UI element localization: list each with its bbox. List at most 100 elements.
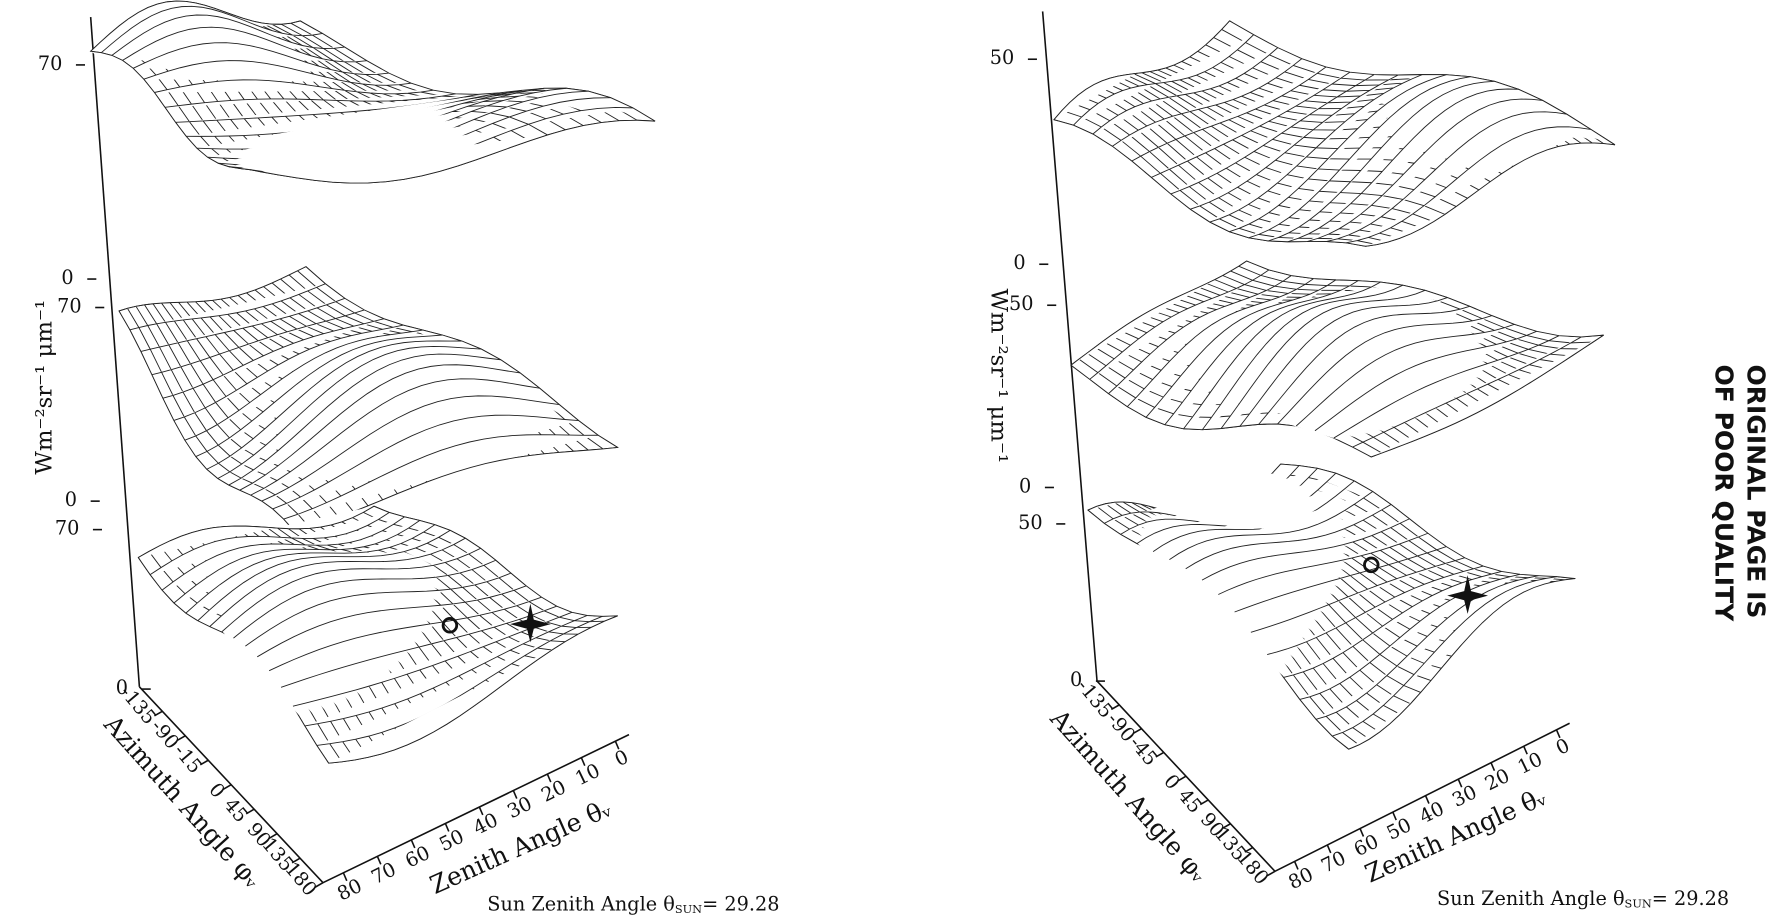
level-tick-label: 0: [1019, 474, 1031, 497]
mesh-line: [1371, 334, 1604, 458]
zenith-tick-label: 20: [537, 775, 569, 807]
mesh-line: [154, 79, 434, 95]
sun-subscript: SUN: [675, 902, 702, 916]
tick: [1177, 775, 1187, 782]
vertical-axis: [1041, 11, 1098, 682]
stamp-text: ORIGINAL PAGE IS: [1741, 364, 1770, 618]
mesh-line: [143, 60, 412, 86]
tick: [1424, 795, 1430, 804]
tick: [1133, 727, 1142, 734]
tick: [1222, 823, 1231, 829]
mesh-line: [373, 505, 618, 617]
zenith-tick-label: 70: [367, 857, 399, 889]
mesh-line: [1234, 546, 1447, 613]
mesh-line: [1209, 74, 1423, 223]
tick: [222, 784, 232, 790]
zenith-tick-label: 30: [1448, 780, 1480, 812]
sun-value: = 29.28: [702, 892, 779, 915]
zenith-tick-label: 80: [1285, 863, 1317, 895]
tick: [1110, 704, 1120, 711]
level-tick-label: 0: [1013, 251, 1025, 274]
mesh-line: [1073, 34, 1255, 126]
mesh-line: [1250, 557, 1465, 633]
level-tick-label: 0: [61, 266, 73, 289]
sun-label: Sun Zenith Angle θ: [1437, 887, 1625, 910]
tick: [1555, 729, 1561, 739]
zenith-tick-label: 40: [1416, 797, 1448, 829]
mesh-line: [245, 572, 512, 647]
mesh-line: [257, 585, 527, 658]
azimuth-tick-label: 45: [1174, 784, 1207, 818]
tick: [376, 856, 382, 865]
tick: [410, 839, 416, 849]
tick: [444, 823, 450, 832]
tick: [245, 808, 255, 815]
tick: [154, 710, 163, 717]
mesh-line: [1164, 280, 1359, 426]
azimuth-tick-label: 0: [204, 778, 229, 802]
mesh-line: [1346, 126, 1591, 244]
vertical-axis: [89, 17, 141, 687]
level-tick-label: 0: [65, 488, 77, 511]
zenith-tick-label: 20: [1481, 764, 1513, 796]
zenith-tick-label: 60: [401, 841, 433, 873]
tick: [314, 882, 324, 888]
tick: [342, 872, 348, 882]
tick: [478, 806, 484, 816]
tick: [291, 857, 301, 864]
mesh-line: [260, 119, 656, 184]
mesh-line: [316, 615, 603, 746]
mesh-line: [1151, 71, 1351, 178]
y-axis-label: Wm⁻²sr⁻¹ μm⁻¹: [985, 289, 1011, 464]
sun-subscript: SUN: [1625, 896, 1652, 910]
zenith-tick-label: 80: [333, 874, 365, 906]
tick: [199, 759, 209, 766]
tick: [546, 773, 552, 783]
mesh-line: [1314, 330, 1537, 432]
mesh-line: [129, 283, 326, 331]
zenith-tick-label: 40: [469, 808, 501, 840]
level-tick-label: 0: [1070, 668, 1082, 691]
level-tick-label: 70: [57, 294, 82, 317]
tick: [1266, 870, 1276, 877]
mesh-line: [1348, 578, 1576, 750]
tick: [1326, 844, 1332, 854]
zenith-tick-label: 10: [1514, 747, 1546, 779]
level-tick-label: 50: [1009, 292, 1034, 315]
level-tick-label: 50: [1018, 511, 1043, 534]
mesh-line: [292, 611, 573, 707]
mesh-line: [164, 93, 456, 108]
zenith-tick-label: 50: [435, 825, 467, 857]
tick: [614, 740, 620, 750]
tick: [1244, 846, 1254, 853]
tick: [1359, 828, 1365, 837]
sun-zenith-note: Sun Zenith Angle θSUN= 29.28: [1437, 887, 1729, 911]
mesh-line: [280, 605, 557, 688]
tick: [1293, 861, 1299, 870]
mesh-line: [1218, 532, 1429, 595]
zenith-tick-label: 0: [611, 745, 632, 771]
sun-marker: [1447, 575, 1489, 614]
tick: [1523, 745, 1528, 755]
mesh-line: [1267, 565, 1484, 655]
zenith-tick-label: 70: [1317, 846, 1349, 878]
tick: [176, 735, 186, 742]
mesh-line: [1365, 142, 1615, 247]
zenith-tick-label: 10: [571, 759, 603, 791]
observer-marker: [1363, 556, 1380, 574]
tick: [1392, 811, 1397, 821]
sun-marker: [509, 603, 551, 643]
sun-zenith-note: Sun Zenith Angle θSUN= 29.28: [487, 892, 779, 916]
tick: [268, 833, 278, 839]
level-tick-label: 0: [116, 676, 128, 699]
azimuth-tick-label: 45: [219, 793, 252, 827]
mesh-line: [328, 615, 618, 764]
tick: [512, 790, 518, 799]
tick: [1490, 762, 1496, 772]
mesh-line: [1170, 74, 1375, 195]
tick: [1155, 751, 1165, 758]
level-tick-label: 70: [38, 52, 63, 75]
